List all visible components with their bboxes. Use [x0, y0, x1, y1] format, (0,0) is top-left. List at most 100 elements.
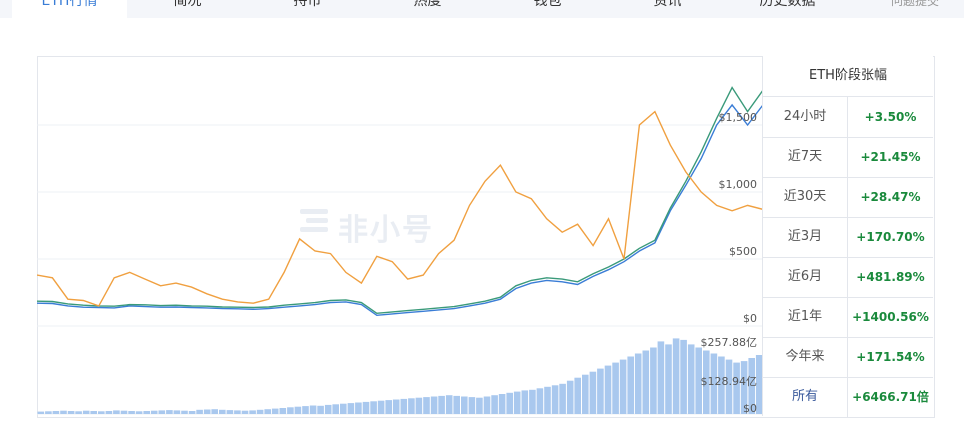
volume-bar [506, 392, 513, 414]
volume-bar [423, 397, 430, 414]
volume-bar [733, 362, 740, 414]
volume-bar [219, 409, 226, 414]
volume-bar [438, 395, 445, 414]
volume-bar [551, 385, 559, 414]
volume-bar [52, 411, 60, 414]
volume-bar [559, 383, 566, 414]
stats-key: 近7天 [763, 137, 848, 177]
volume-bar [703, 350, 710, 414]
volume-bar [385, 400, 392, 414]
volume-bar [582, 374, 589, 414]
volume-bar [181, 410, 188, 414]
volume-bar [98, 411, 105, 414]
volume-bar [695, 347, 702, 414]
tab-heat[interactable]: 热度 [413, 0, 442, 9]
volume-bar [317, 405, 324, 414]
volume-bar [748, 358, 755, 414]
volume-bar [627, 356, 634, 414]
tab-holders[interactable]: 持币 [293, 0, 322, 9]
volume-bar [483, 396, 491, 414]
volume-bar [392, 399, 400, 414]
volume-bar [332, 404, 339, 414]
stats-value: +21.45% [860, 150, 921, 164]
volume-bar [226, 410, 234, 414]
volume-bars [37, 338, 763, 414]
price-series-line-1 [37, 86, 763, 315]
volume-bar [309, 405, 317, 414]
volume-bar [166, 410, 173, 414]
volume-bar [279, 408, 287, 414]
watermark-logo-icon [300, 209, 328, 232]
volume-bar [687, 344, 695, 414]
stats-row: 所有 +6466.71倍 [763, 377, 933, 417]
stats-key: 近3月 [763, 217, 848, 257]
volume-bar [113, 410, 120, 414]
volume-bar [271, 408, 279, 414]
volume-bar [665, 344, 672, 414]
feedback-link[interactable]: 问题提交 [890, 0, 939, 8]
volume-bar [566, 380, 574, 414]
volume-bar [82, 410, 90, 414]
stats-value: +481.89% [856, 270, 925, 284]
volume-bar [211, 409, 218, 414]
volume-bar [544, 386, 551, 414]
volume-bar [355, 402, 362, 414]
stats-row: 近3月 +170.70% [763, 217, 933, 258]
volume-bar [173, 410, 181, 414]
price-volume-chart: $1,500 $1,000 $500 $0 $257.88亿 $128.94亿 $0 [37, 86, 763, 415]
y-tick-label: $1,000 [719, 178, 758, 191]
volume-bar [718, 356, 725, 414]
watermark-text: 非小号 [338, 213, 434, 248]
volume-bar [347, 403, 355, 414]
volume-bar [619, 359, 627, 414]
tab-news[interactable]: 资讯 [653, 0, 682, 9]
volume-bar [453, 395, 460, 414]
volume-bar [287, 407, 294, 414]
volume-bar [589, 371, 597, 414]
stats-key: 近30天 [763, 177, 848, 217]
volume-bar [650, 347, 657, 414]
volume-bar [498, 394, 506, 414]
stats-value: +3.50% [864, 110, 917, 124]
stats-value: +1400.56% [852, 310, 929, 324]
volume-bar [188, 411, 196, 414]
volume-bar [324, 404, 332, 414]
y-tick-label: $0 [743, 312, 757, 325]
stats-value: +28.47% [860, 190, 921, 204]
volume-bar [755, 355, 763, 414]
tab-wallet[interactable]: 钱包 [533, 0, 562, 9]
volume-bar [634, 353, 642, 414]
volume-bar [37, 411, 45, 414]
volume-bar [143, 411, 150, 414]
stats-row: 近1年 +1400.56% [763, 297, 933, 338]
stats-row: 24小时 +3.50% [763, 97, 933, 138]
price-lines [37, 86, 763, 317]
stats-key: 所有 [763, 377, 848, 417]
volume-bar [710, 353, 718, 414]
volume-bar [476, 397, 483, 414]
volume-bar [536, 388, 544, 414]
volume-bar [680, 339, 687, 414]
volume-bar [672, 338, 680, 414]
volume-tick-label: $0 [743, 402, 757, 415]
price-series-line-2 [37, 110, 763, 307]
volume-bar [400, 398, 408, 414]
volume-bar [196, 409, 203, 414]
volume-bar [574, 377, 581, 414]
stats-value: +171.54% [856, 350, 925, 364]
y-tick-label: $500 [729, 245, 757, 258]
tab-overview[interactable]: 简况 [173, 0, 202, 9]
volume-bar [740, 361, 748, 414]
stats-value: +170.70% [856, 230, 925, 244]
tab-history[interactable]: 历史数据 [759, 0, 816, 9]
volume-bar [445, 395, 453, 414]
volume-bar [135, 411, 143, 414]
tab-bar: ETH行情 简况 持币 热度 钱包 资讯 历史数据 问题提交 [0, 0, 964, 18]
volume-bar [158, 410, 166, 414]
volume-bar [362, 401, 370, 414]
volume-bar [642, 350, 650, 414]
volume-bar [264, 409, 271, 414]
volume-bar [612, 362, 619, 414]
tab-eth-market[interactable]: ETH行情 [12, 0, 127, 18]
volume-bar [249, 410, 256, 414]
